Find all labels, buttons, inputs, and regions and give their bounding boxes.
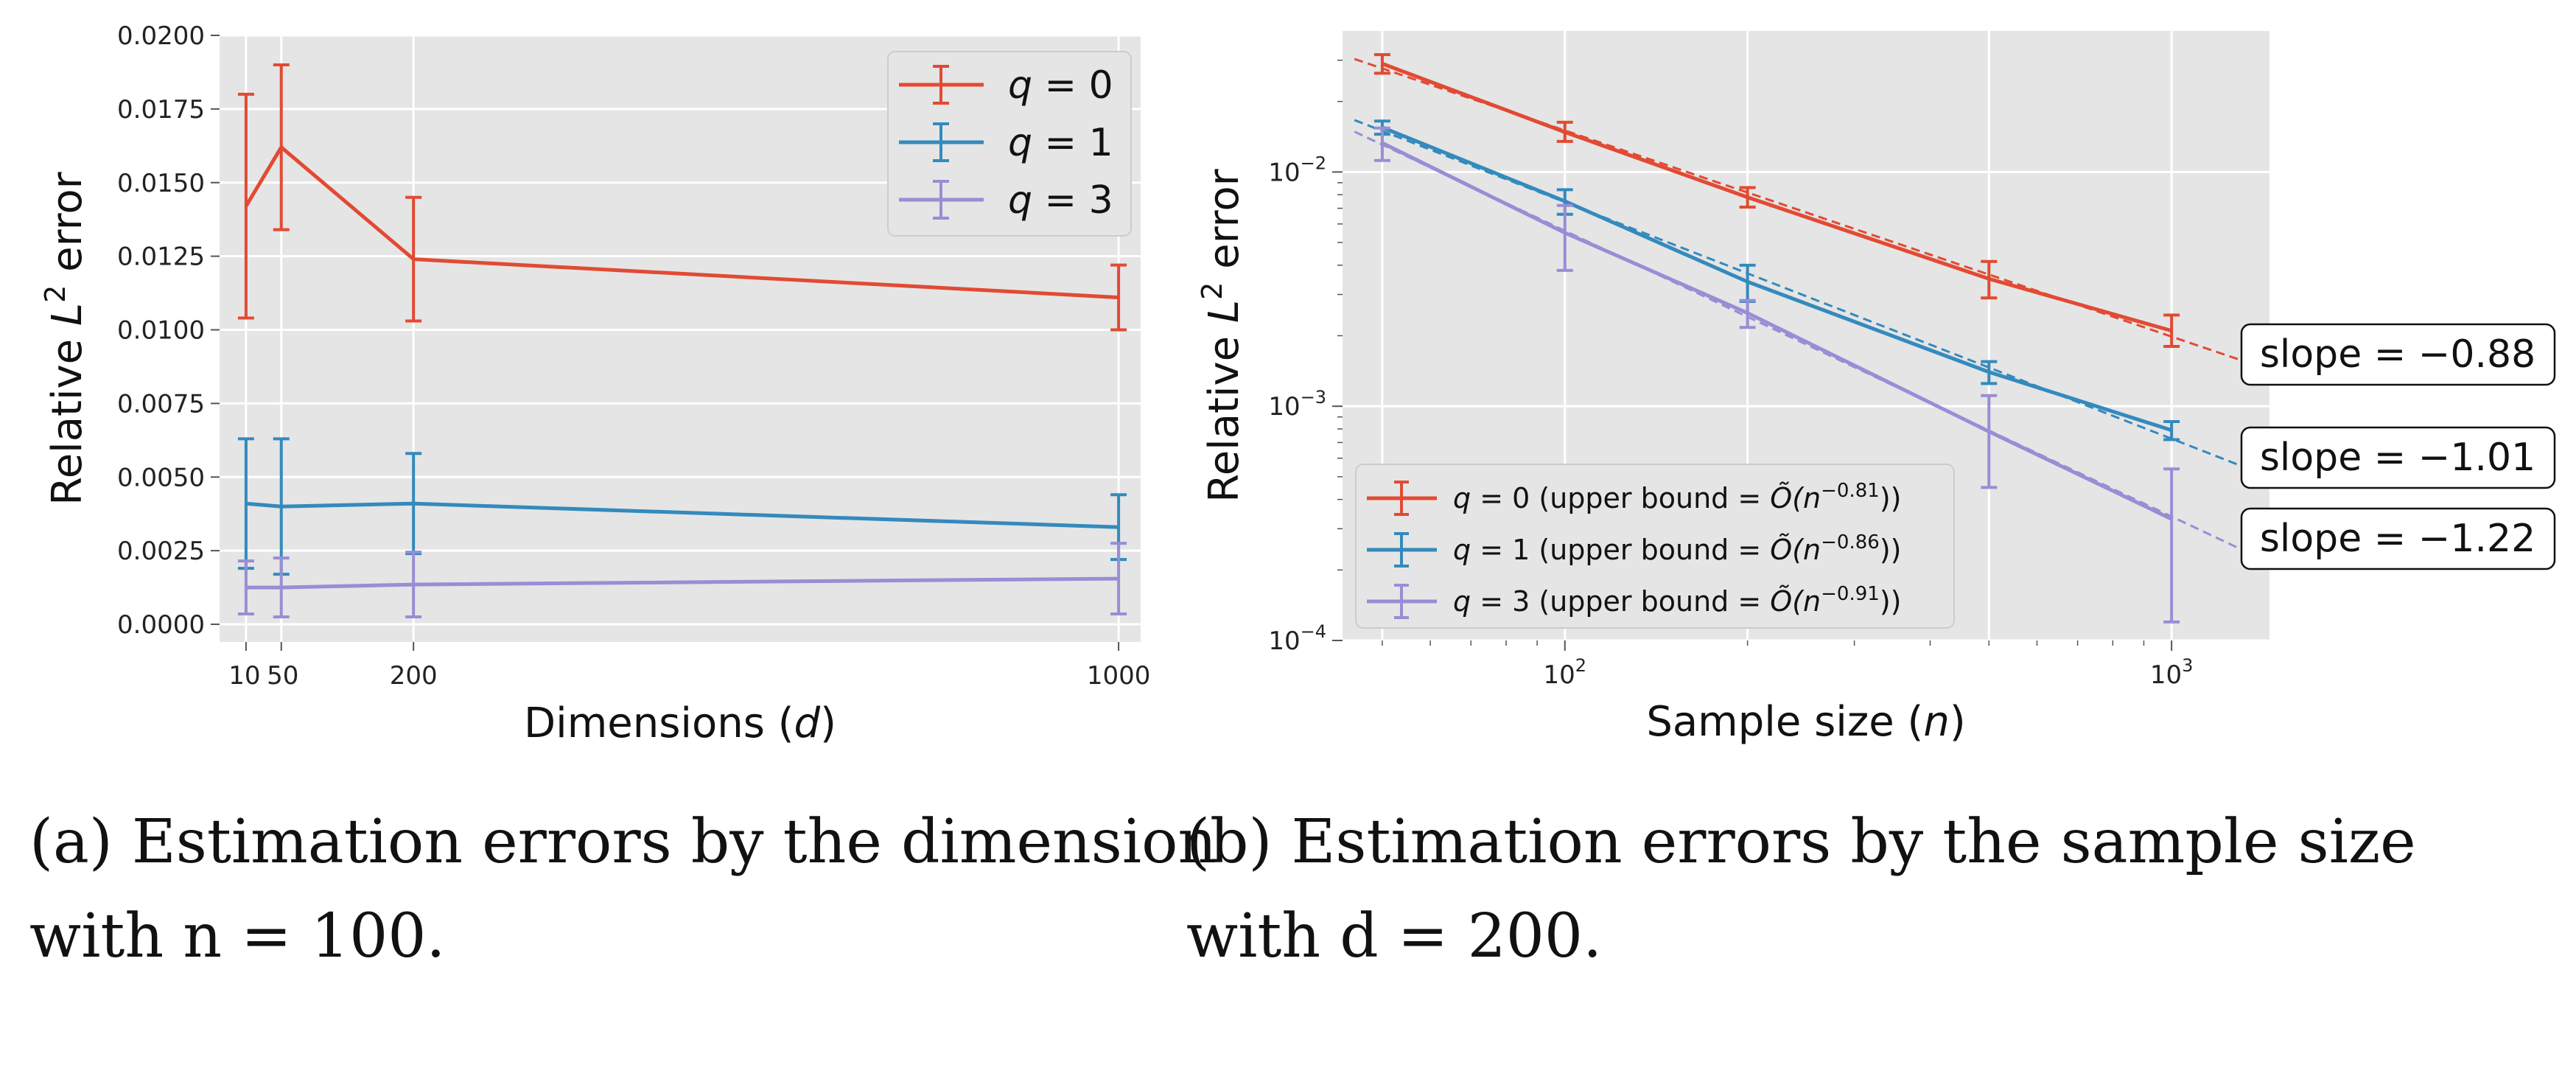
tick-exp: 2 (1575, 655, 1586, 676)
y-axis-label-sup: 2 (39, 285, 71, 303)
x-tick-label: 50 (267, 661, 298, 691)
legend-label-bound: (upper bound (1530, 585, 1737, 618)
legend-label-value: = 1 (1032, 121, 1113, 165)
caption-line-1: (a) Estimation errors by the dimension (29, 807, 1217, 877)
y-axis-label-post: error (1200, 168, 1248, 282)
tick-base: 10 (1268, 626, 1300, 656)
legend-label-value: = 1 (1471, 534, 1530, 566)
tick-exp: −2 (1301, 153, 1326, 173)
tick-base: 10 (1268, 392, 1300, 422)
y-axis-label-sup: 2 (1196, 282, 1228, 300)
y-tick-label: 0.0175 (117, 95, 205, 125)
y-tick-label: 0.0200 (117, 21, 205, 51)
slope-annotation: slope = −1.01 (2241, 427, 2555, 488)
y-tick-label: 0.0025 (117, 537, 205, 566)
legend-label-var: q (1453, 534, 1471, 566)
legend-label-bound-sym: = Õ(n (1737, 534, 1821, 566)
legend-label-var: q (1453, 585, 1471, 618)
legend-label-bound: (upper bound (1530, 482, 1737, 514)
tick-exp: 3 (2182, 655, 2193, 676)
legend: q = 0q = 1q = 3 (888, 52, 1131, 236)
y-axis-label-pre: Relative (1200, 323, 1248, 503)
tick-exp: −3 (1301, 387, 1326, 408)
x-axis-label-prefix: Sample size ( (1646, 698, 1923, 746)
slope-label: slope = −1.01 (2260, 436, 2535, 480)
legend-label: q = 3 (1008, 178, 1113, 223)
slope-label: slope = −1.22 (2260, 517, 2535, 561)
y-tick-label: 0.0050 (117, 463, 205, 492)
x-tick-label: 10 (228, 661, 260, 691)
legend-label-bound-sym: = Õ(n (1737, 585, 1821, 618)
caption-line-2: with d = 200. (1186, 901, 1602, 971)
y-tick-label: 0.0125 (117, 242, 205, 272)
y-axis-label-var: L (43, 303, 91, 326)
legend-label-var: q (1008, 178, 1032, 223)
caption-line-1: (b) Estimation errors by the sample size (1186, 807, 2416, 877)
y-tick-label: 0.0150 (117, 169, 205, 198)
x-axis-label-var: n (1923, 698, 1950, 746)
x-axis-label-prefix: Dimensions ( (524, 699, 794, 747)
y-tick-label: 0.0100 (117, 316, 205, 346)
legend-label-var: q (1453, 482, 1471, 514)
slope-annotation: slope = −0.88 (2241, 324, 2555, 385)
legend-label-value: = 3 (1471, 585, 1530, 618)
legend-label-bound-close: )) (1880, 534, 1902, 566)
legend-label-value: = 0 (1032, 63, 1113, 108)
x-axis-label-var: d (794, 699, 821, 747)
legend-label-bound-exp: −0.91 (1821, 583, 1880, 605)
legend: q = 0 (upper bound = Õ(n−0.81))q = 1 (up… (1356, 464, 1954, 628)
y-axis-label-post: error (43, 171, 91, 284)
legend-label-bound: (upper bound (1530, 534, 1737, 566)
tick-base: 10 (1268, 158, 1300, 187)
y-axis-label-pre: Relative (43, 326, 91, 506)
caption-line-2: with n = 100. (29, 901, 445, 971)
x-tick-label: 1000 (1087, 661, 1151, 691)
legend-label-bound-sym: = Õ(n (1737, 482, 1821, 514)
y-tick-label: 0.0000 (117, 610, 205, 640)
y-axis-label: Relative L2 error (1196, 168, 1248, 502)
tick-base: 10 (2150, 660, 2182, 690)
x-axis-label-suffix: ) (820, 699, 836, 747)
legend-label: q = 0 (1008, 63, 1113, 108)
legend-label-value: = 3 (1032, 178, 1113, 223)
legend-label-bound-exp: −0.86 (1821, 531, 1880, 554)
legend-label-bound-close: )) (1880, 585, 1902, 618)
tick-exp: −4 (1301, 621, 1326, 642)
x-tick-label: 200 (390, 661, 438, 691)
x-axis-label: Sample size (n) (1646, 698, 1965, 746)
x-axis-label: Dimensions (d) (524, 699, 836, 747)
y-tick-label: 0.0075 (117, 389, 205, 419)
legend-label-var: q (1008, 121, 1032, 165)
x-axis-label-suffix: ) (1950, 698, 1966, 746)
slope-label: slope = −0.88 (2260, 332, 2535, 377)
legend-label-bound-exp: −0.81 (1821, 480, 1880, 502)
legend-label-value: = 0 (1471, 482, 1530, 514)
y-axis-label-var: L (1200, 300, 1248, 323)
slope-annotation: slope = −1.22 (2241, 509, 2555, 569)
tick-base: 10 (1544, 660, 1575, 690)
legend-label-var: q (1008, 63, 1032, 108)
legend-label-bound-close: )) (1880, 482, 1902, 514)
y-axis-label: Relative L2 error (39, 171, 91, 505)
legend-label: q = 1 (1008, 121, 1113, 165)
